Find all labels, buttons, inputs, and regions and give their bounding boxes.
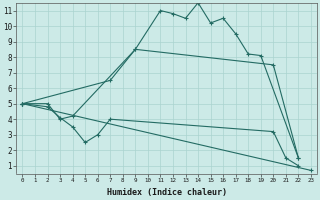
X-axis label: Humidex (Indice chaleur): Humidex (Indice chaleur) — [107, 188, 227, 197]
